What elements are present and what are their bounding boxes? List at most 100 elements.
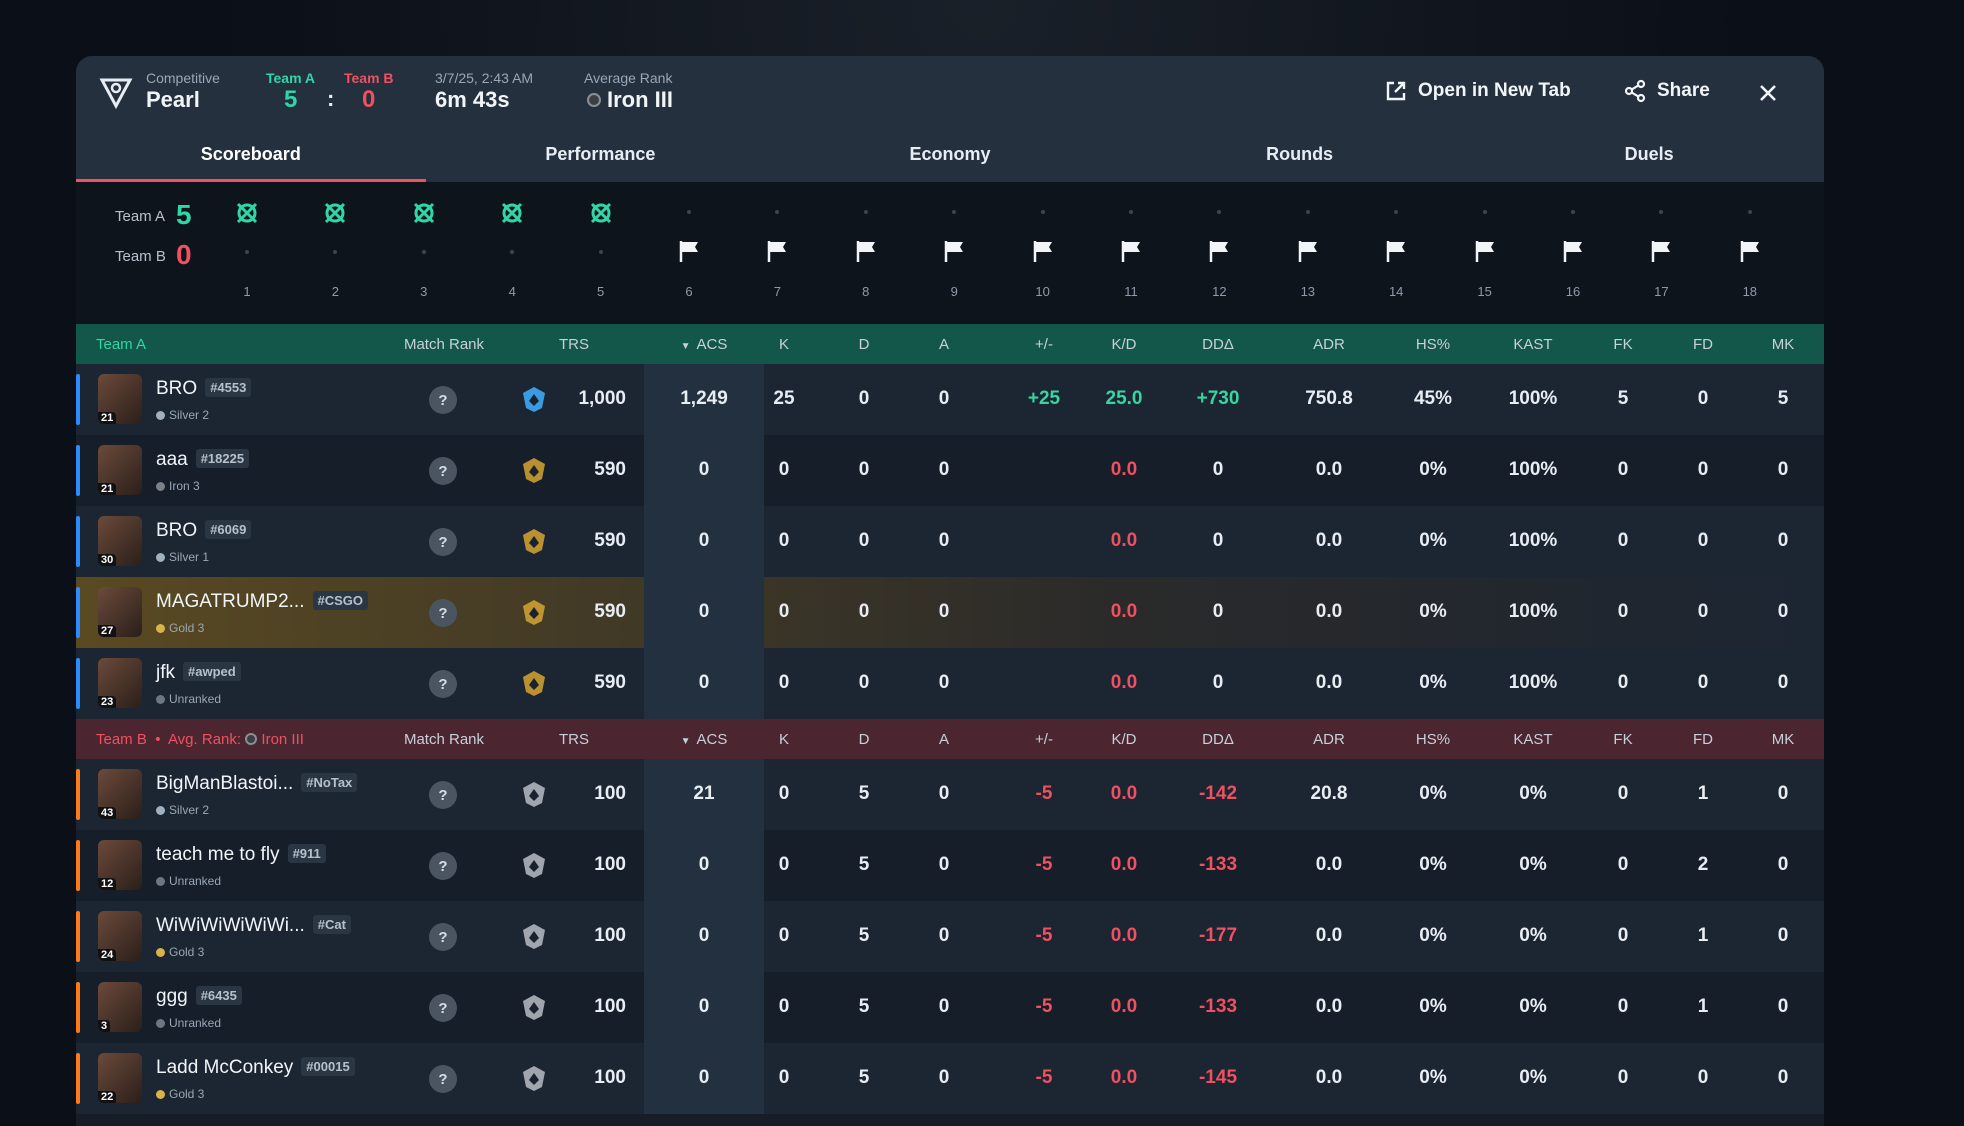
agent-avatar[interactable]: 21 [98, 445, 142, 495]
round-5-team-b-marker[interactable] [581, 238, 621, 254]
player-name-group[interactable]: BRO#4553 [156, 378, 251, 400]
round-1-team-b-marker[interactable] [227, 238, 267, 254]
player-name-group[interactable]: aaa#18225 [156, 449, 249, 471]
player-name-group[interactable]: WiWiWiWiWiWi...#Cat [156, 915, 351, 937]
column-header-assists[interactable]: A [894, 336, 994, 353]
agent-avatar[interactable]: 30 [98, 516, 142, 566]
round-15-team-b-marker[interactable] [1465, 238, 1505, 269]
round-4-team-a-marker[interactable] [492, 200, 532, 231]
round-12-team-b-marker[interactable] [1199, 238, 1239, 269]
round-1-team-a-marker[interactable] [227, 200, 267, 231]
round-16-team-b-marker[interactable] [1553, 238, 1593, 269]
close-button[interactable] [1756, 78, 1780, 108]
stat-multi-kills: 0 [1733, 530, 1824, 552]
player-name-group[interactable]: MAGATRUMP2...#CSGO [156, 591, 368, 613]
share-button[interactable]: Share [1623, 76, 1710, 106]
round-13-team-b-marker[interactable] [1288, 238, 1328, 269]
player-name-group[interactable]: BigManBlastoi...#NoTax [156, 773, 357, 795]
round-7-team-b-marker[interactable] [757, 238, 797, 269]
agent-avatar[interactable]: 23 [98, 658, 142, 708]
column-header-kd[interactable]: K/D [1074, 336, 1174, 353]
round-10-team-b-marker[interactable] [1023, 238, 1063, 269]
round-4-team-b-marker[interactable] [492, 238, 532, 254]
agent-avatar[interactable]: 43 [98, 769, 142, 819]
column-header-adr[interactable]: ADR [1279, 336, 1379, 353]
round-14-team-a-marker[interactable] [1376, 200, 1416, 214]
round-17-team-a-marker[interactable] [1641, 200, 1681, 214]
column-header-match-rank[interactable]: Match Rank [394, 336, 494, 353]
tab-duels[interactable]: Duels [1474, 126, 1824, 182]
round-14-team-b-marker[interactable] [1376, 238, 1416, 269]
column-header-hs-percent[interactable]: HS% [1383, 731, 1483, 748]
round-9-team-a-marker[interactable] [934, 200, 974, 214]
tab-rounds[interactable]: Rounds [1125, 126, 1475, 182]
column-header-trs[interactable]: TRS [524, 731, 624, 748]
column-header-adr[interactable]: ADR [1279, 731, 1379, 748]
agent-avatar[interactable]: 22 [98, 1053, 142, 1103]
round-9-team-b-marker[interactable] [934, 238, 974, 269]
column-header-multi-kills[interactable]: MK [1733, 336, 1824, 353]
player-rank: Silver 1 [156, 550, 209, 564]
round-11-team-b-marker[interactable] [1111, 238, 1151, 269]
column-header-kd[interactable]: K/D [1074, 731, 1174, 748]
round-3-team-b-marker[interactable] [404, 238, 444, 254]
agent-avatar[interactable]: 24 [98, 911, 142, 961]
round-6-team-b-marker[interactable] [669, 238, 709, 269]
round-3-team-a-marker[interactable] [404, 200, 444, 231]
round-7-team-a-marker[interactable] [757, 200, 797, 214]
column-header-assists[interactable]: A [894, 731, 994, 748]
round-17-team-b-marker[interactable] [1641, 238, 1681, 269]
player-name-group[interactable]: Ladd McConkey#00015 [156, 1057, 355, 1079]
player-name-group[interactable]: teach me to fly#911 [156, 844, 326, 866]
rank-icon [156, 1019, 165, 1028]
open-in-new-tab-button[interactable]: Open in New Tab [1384, 76, 1571, 106]
round-2-team-a-marker[interactable] [315, 200, 355, 231]
column-header-multi-kills[interactable]: MK [1733, 731, 1824, 748]
round-15-team-a-marker[interactable] [1465, 200, 1505, 214]
round-12-team-a-marker[interactable] [1199, 200, 1239, 214]
tab-economy[interactable]: Economy [775, 126, 1125, 182]
agent-avatar[interactable]: 27 [98, 587, 142, 637]
round-11-team-a-marker[interactable] [1111, 200, 1151, 214]
column-header-dd-delta[interactable]: DDΔ [1168, 336, 1268, 353]
round-18-team-b-marker[interactable] [1730, 238, 1770, 269]
player-name-group[interactable]: jfk#awped [156, 662, 241, 684]
round-6-team-a-marker[interactable] [669, 200, 709, 214]
tab-performance[interactable]: Performance [426, 126, 776, 182]
column-header-hs-percent[interactable]: HS% [1383, 336, 1483, 353]
column-header-match-rank[interactable]: Match Rank [394, 731, 494, 748]
column-header-kast[interactable]: KAST [1483, 731, 1583, 748]
round-18-team-a-marker[interactable] [1730, 200, 1770, 214]
empty-round-dot [1571, 210, 1575, 214]
agent-avatar[interactable]: 3 [98, 982, 142, 1032]
round-5-team-a-marker[interactable] [581, 200, 621, 231]
round-8-team-a-marker[interactable] [846, 200, 886, 214]
column-header-dd-delta[interactable]: DDΔ [1168, 731, 1268, 748]
stat-adr: 0.0 [1279, 854, 1379, 876]
round-16-team-a-marker[interactable] [1553, 200, 1593, 214]
round-2-team-b-marker[interactable] [315, 238, 355, 254]
player-name-group[interactable]: BRO#6069 [156, 520, 251, 542]
agent-avatar[interactable]: 12 [98, 840, 142, 890]
column-header-kast[interactable]: KAST [1483, 336, 1583, 353]
agent-avatar[interactable]: 21 [98, 374, 142, 424]
round-8-team-b-marker[interactable] [846, 238, 886, 269]
stat-kast: 100% [1483, 601, 1583, 623]
column-header-trs[interactable]: TRS [524, 336, 624, 353]
stat-kast: 100% [1483, 672, 1583, 694]
tab-scoreboard[interactable]: Scoreboard [76, 126, 426, 182]
round-13-team-a-marker[interactable] [1288, 200, 1328, 214]
player-name-group[interactable]: ggg#6435 [156, 986, 242, 1008]
round-10-team-a-marker[interactable] [1023, 200, 1063, 214]
